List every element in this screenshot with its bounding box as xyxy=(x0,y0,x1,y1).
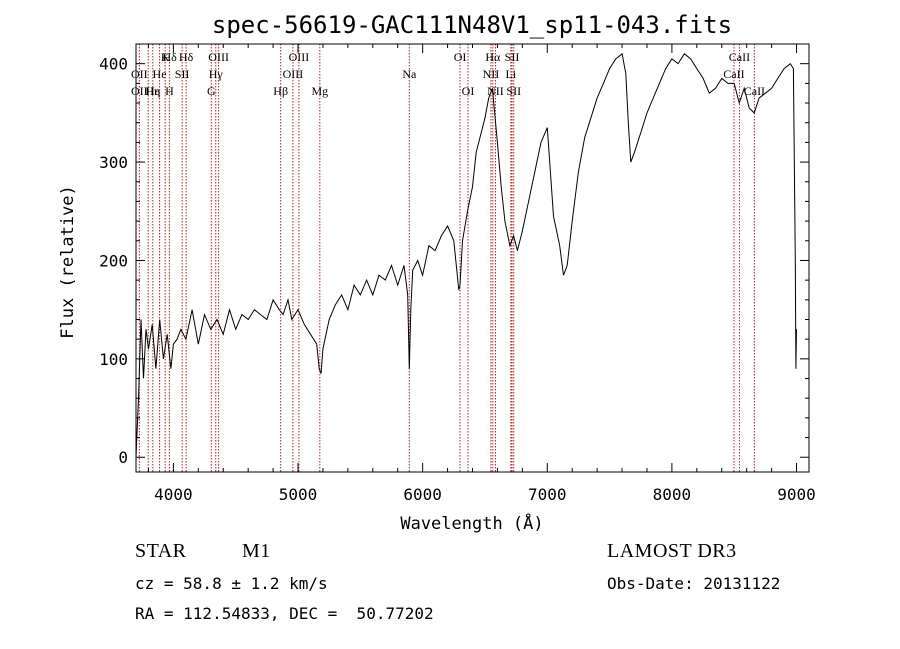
spectral-line-label: Hη xyxy=(145,84,160,98)
spectral-line-label: Hε xyxy=(146,84,160,98)
spectral-line-label: Hβ xyxy=(273,84,288,98)
x-tick-label: 8000 xyxy=(653,485,692,504)
spectral-line-label: SII xyxy=(175,67,190,81)
spectrum-series-line xyxy=(135,52,797,458)
spectral-line-label: Hα xyxy=(485,50,501,64)
spectral-line-label: CaII xyxy=(744,84,765,98)
spectral-line-label: H xyxy=(165,84,174,98)
y-tick-label: 400 xyxy=(99,55,128,74)
spectral-line-label: Li xyxy=(506,67,517,81)
spectral-line-label: NII xyxy=(487,84,504,98)
spectral-line-label: Hγ xyxy=(209,67,224,81)
object-class: STAR xyxy=(135,540,187,562)
y-axis-label: Flux (relative) xyxy=(58,185,78,339)
spectral-line-label: OI xyxy=(462,84,475,98)
spectral-line-label: SII xyxy=(506,84,521,98)
spectral-line-label: K xyxy=(161,50,170,64)
chart-title: spec-56619-GAC111N48V1_sp11-043.fits xyxy=(212,11,732,39)
axis-ticks: 4000 5000 6000 7000 8000 9000 0 100 200 300 400 xyxy=(99,44,816,504)
spectral-line-label: Hδ xyxy=(162,50,177,64)
spectral-line-label: OIII xyxy=(283,67,304,81)
spectral-line-label: G xyxy=(207,84,216,98)
y-tick-label: 0 xyxy=(118,448,128,467)
x-tick-label: 4000 xyxy=(154,485,193,504)
spectral-line-label: OII xyxy=(131,67,148,81)
velocity-readout: cz = 58.8 ± 1.2 km/s xyxy=(135,574,328,593)
x-tick-label: 5000 xyxy=(279,485,318,504)
spectral-line-label: OI xyxy=(454,50,467,64)
spectral-line-label: He xyxy=(153,67,167,81)
spectral-line-label: Hδ xyxy=(179,50,194,64)
coordinates-readout: RA = 112.54833, DEC = 50.77202 xyxy=(135,604,434,623)
spectral-line-label: CaII xyxy=(729,50,750,64)
survey-name: LAMOST DR3 xyxy=(607,540,737,562)
x-tick-label: 7000 xyxy=(528,485,567,504)
spectral-line-label: Mg xyxy=(311,84,328,98)
spectral-line-label: OIII xyxy=(208,50,229,64)
spectral-line-label: Na xyxy=(402,67,417,81)
spectral-line-label: OIII xyxy=(289,50,310,64)
spectral-line-label: CaII xyxy=(723,67,744,81)
x-tick-label: 9000 xyxy=(777,485,816,504)
spectral-line-label: OII xyxy=(131,84,148,98)
object-subclass: M1 xyxy=(242,540,271,562)
x-axis-label: Wavelength (Å) xyxy=(400,512,543,534)
observation-date: Obs-Date: 20131122 xyxy=(607,574,781,593)
y-tick-label: 200 xyxy=(99,251,128,270)
plot-frame xyxy=(135,43,810,473)
x-tick-label: 6000 xyxy=(403,485,442,504)
spectral-line-label: NII xyxy=(483,67,500,81)
spectral-line-markers xyxy=(138,44,755,472)
spectral-line-label: SII xyxy=(505,50,520,64)
y-tick-label: 300 xyxy=(99,153,128,172)
y-tick-label: 100 xyxy=(99,350,128,369)
